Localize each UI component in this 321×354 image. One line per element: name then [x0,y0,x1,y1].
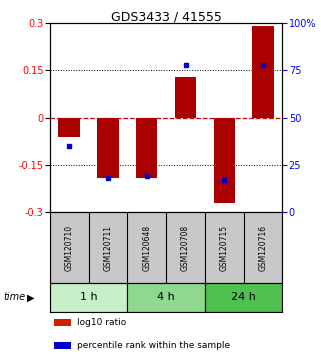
Bar [58,118,80,137]
Text: log10 ratio: log10 ratio [76,318,126,327]
Text: 1 h: 1 h [80,292,97,302]
Text: GSM120711: GSM120711 [103,225,112,271]
Text: GSM120716: GSM120716 [259,225,268,271]
Text: percentile rank within the sample: percentile rank within the sample [76,341,230,350]
Text: GSM120715: GSM120715 [220,225,229,271]
Text: GSM120648: GSM120648 [142,225,151,271]
Bar [55,342,71,349]
Bar [127,283,205,312]
Bar [205,283,282,312]
Text: GSM120710: GSM120710 [65,225,74,271]
Text: 24 h: 24 h [231,292,256,302]
Bar [55,319,71,326]
Text: 4 h: 4 h [157,292,175,302]
Title: GDS3433 / 41555: GDS3433 / 41555 [111,10,221,23]
Text: ▶: ▶ [27,292,35,302]
Text: time: time [3,292,25,302]
Bar [136,118,157,178]
Bar [50,283,127,312]
Bar [97,118,118,178]
Bar [214,118,235,203]
Bar [175,77,196,118]
Text: GSM120708: GSM120708 [181,225,190,271]
Bar [252,26,274,118]
